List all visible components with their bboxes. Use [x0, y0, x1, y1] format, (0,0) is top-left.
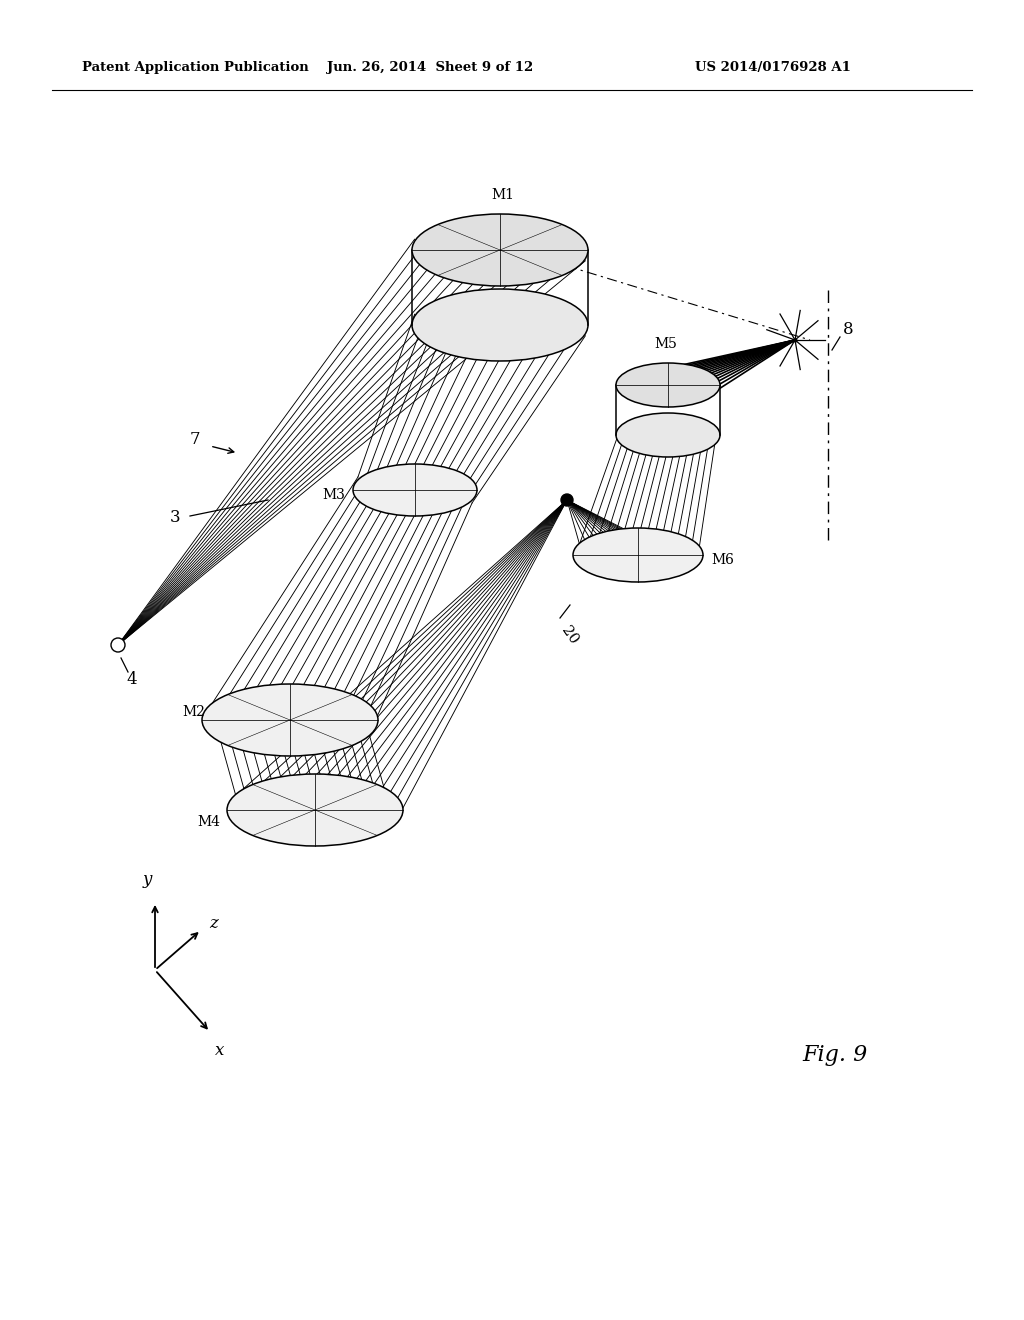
Text: 4: 4 [127, 672, 137, 689]
Circle shape [561, 494, 573, 506]
Text: 20: 20 [559, 623, 581, 647]
Text: US 2014/0176928 A1: US 2014/0176928 A1 [695, 62, 851, 74]
Text: M1: M1 [492, 187, 514, 202]
Text: M3: M3 [323, 488, 345, 502]
Text: x: x [215, 1041, 224, 1059]
Ellipse shape [353, 465, 477, 516]
Text: Patent Application Publication: Patent Application Publication [82, 62, 309, 74]
Text: Fig. 9: Fig. 9 [803, 1044, 867, 1067]
Text: y: y [142, 871, 152, 888]
Ellipse shape [573, 528, 703, 582]
Ellipse shape [202, 684, 378, 756]
Ellipse shape [412, 289, 588, 360]
Text: 8: 8 [843, 322, 853, 338]
Text: 7: 7 [189, 432, 201, 449]
Circle shape [111, 638, 125, 652]
Text: M6: M6 [711, 553, 734, 568]
Text: z: z [209, 916, 218, 932]
Ellipse shape [227, 774, 403, 846]
Text: M4: M4 [197, 814, 220, 829]
Text: Jun. 26, 2014  Sheet 9 of 12: Jun. 26, 2014 Sheet 9 of 12 [327, 62, 534, 74]
Ellipse shape [616, 413, 720, 457]
Ellipse shape [412, 214, 588, 286]
Text: M5: M5 [654, 337, 678, 351]
Text: M2: M2 [182, 705, 205, 719]
Text: 3: 3 [170, 510, 180, 527]
Ellipse shape [616, 363, 720, 407]
